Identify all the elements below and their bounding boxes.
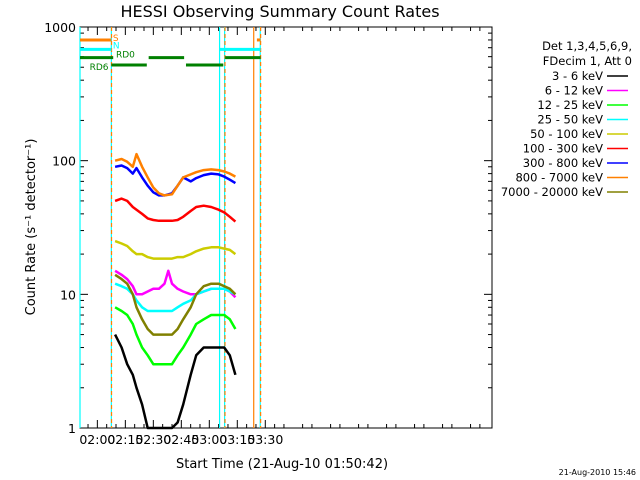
series-line-7 xyxy=(114,152,236,197)
y-axis-label: Count Rate (s⁻¹ detector⁻¹) xyxy=(24,139,39,316)
x-tick-label: 02:45 xyxy=(163,432,199,447)
x-axis-label: Start Time (21-Aug-10 01:50:42) xyxy=(176,457,388,472)
series-line-4 xyxy=(114,239,237,260)
legend-label: 25 - 50 keV xyxy=(537,113,603,127)
x-tick-label: 02:15 xyxy=(107,432,143,447)
legend-label: 300 - 800 keV xyxy=(523,156,603,170)
state-label-s: S xyxy=(113,34,119,44)
x-tick-label: 03:30 xyxy=(247,432,283,447)
x-tick-label: 02:00 xyxy=(79,432,115,447)
series-line-5 xyxy=(114,197,237,223)
y-tick-label: 1 xyxy=(68,421,76,436)
x-tick-label: 03:15 xyxy=(219,432,255,447)
legend-label: 3 - 6 keV xyxy=(552,69,603,83)
y-tick-label: 10 xyxy=(60,287,76,302)
state-label-n: N xyxy=(113,41,120,51)
state-label-rd0: RD0 xyxy=(116,51,135,61)
series-line-8 xyxy=(114,273,237,336)
state-label-rd6: RD6 xyxy=(90,63,109,73)
y-tick-label: 100 xyxy=(52,154,76,169)
series-line-2 xyxy=(114,306,237,366)
x-tick-label: 03:00 xyxy=(191,432,227,447)
legend-header-line-1: Det 1,3,4,5,6,9, xyxy=(542,39,632,53)
y-tick-label: 1000 xyxy=(44,20,76,35)
series-line-0 xyxy=(113,334,237,430)
plot-frame xyxy=(79,26,493,429)
legend-label: 100 - 300 keV xyxy=(523,142,603,156)
legend-header-line-2: FDecim 1, Att 0 xyxy=(543,54,632,68)
legend-label: 800 - 7000 keV xyxy=(515,171,603,185)
legend-label: 12 - 25 keV xyxy=(537,98,603,112)
timestamp: 21-Aug-2010 15:46 xyxy=(559,468,636,477)
legend-label: 7000 - 20000 keV xyxy=(501,185,603,199)
legend-label: 50 - 100 keV xyxy=(530,127,603,141)
chart-title: HESSI Observing Summary Count Rates xyxy=(120,2,439,21)
x-tick-label: 02:30 xyxy=(135,432,171,447)
legend-label: 6 - 12 keV xyxy=(545,84,603,98)
